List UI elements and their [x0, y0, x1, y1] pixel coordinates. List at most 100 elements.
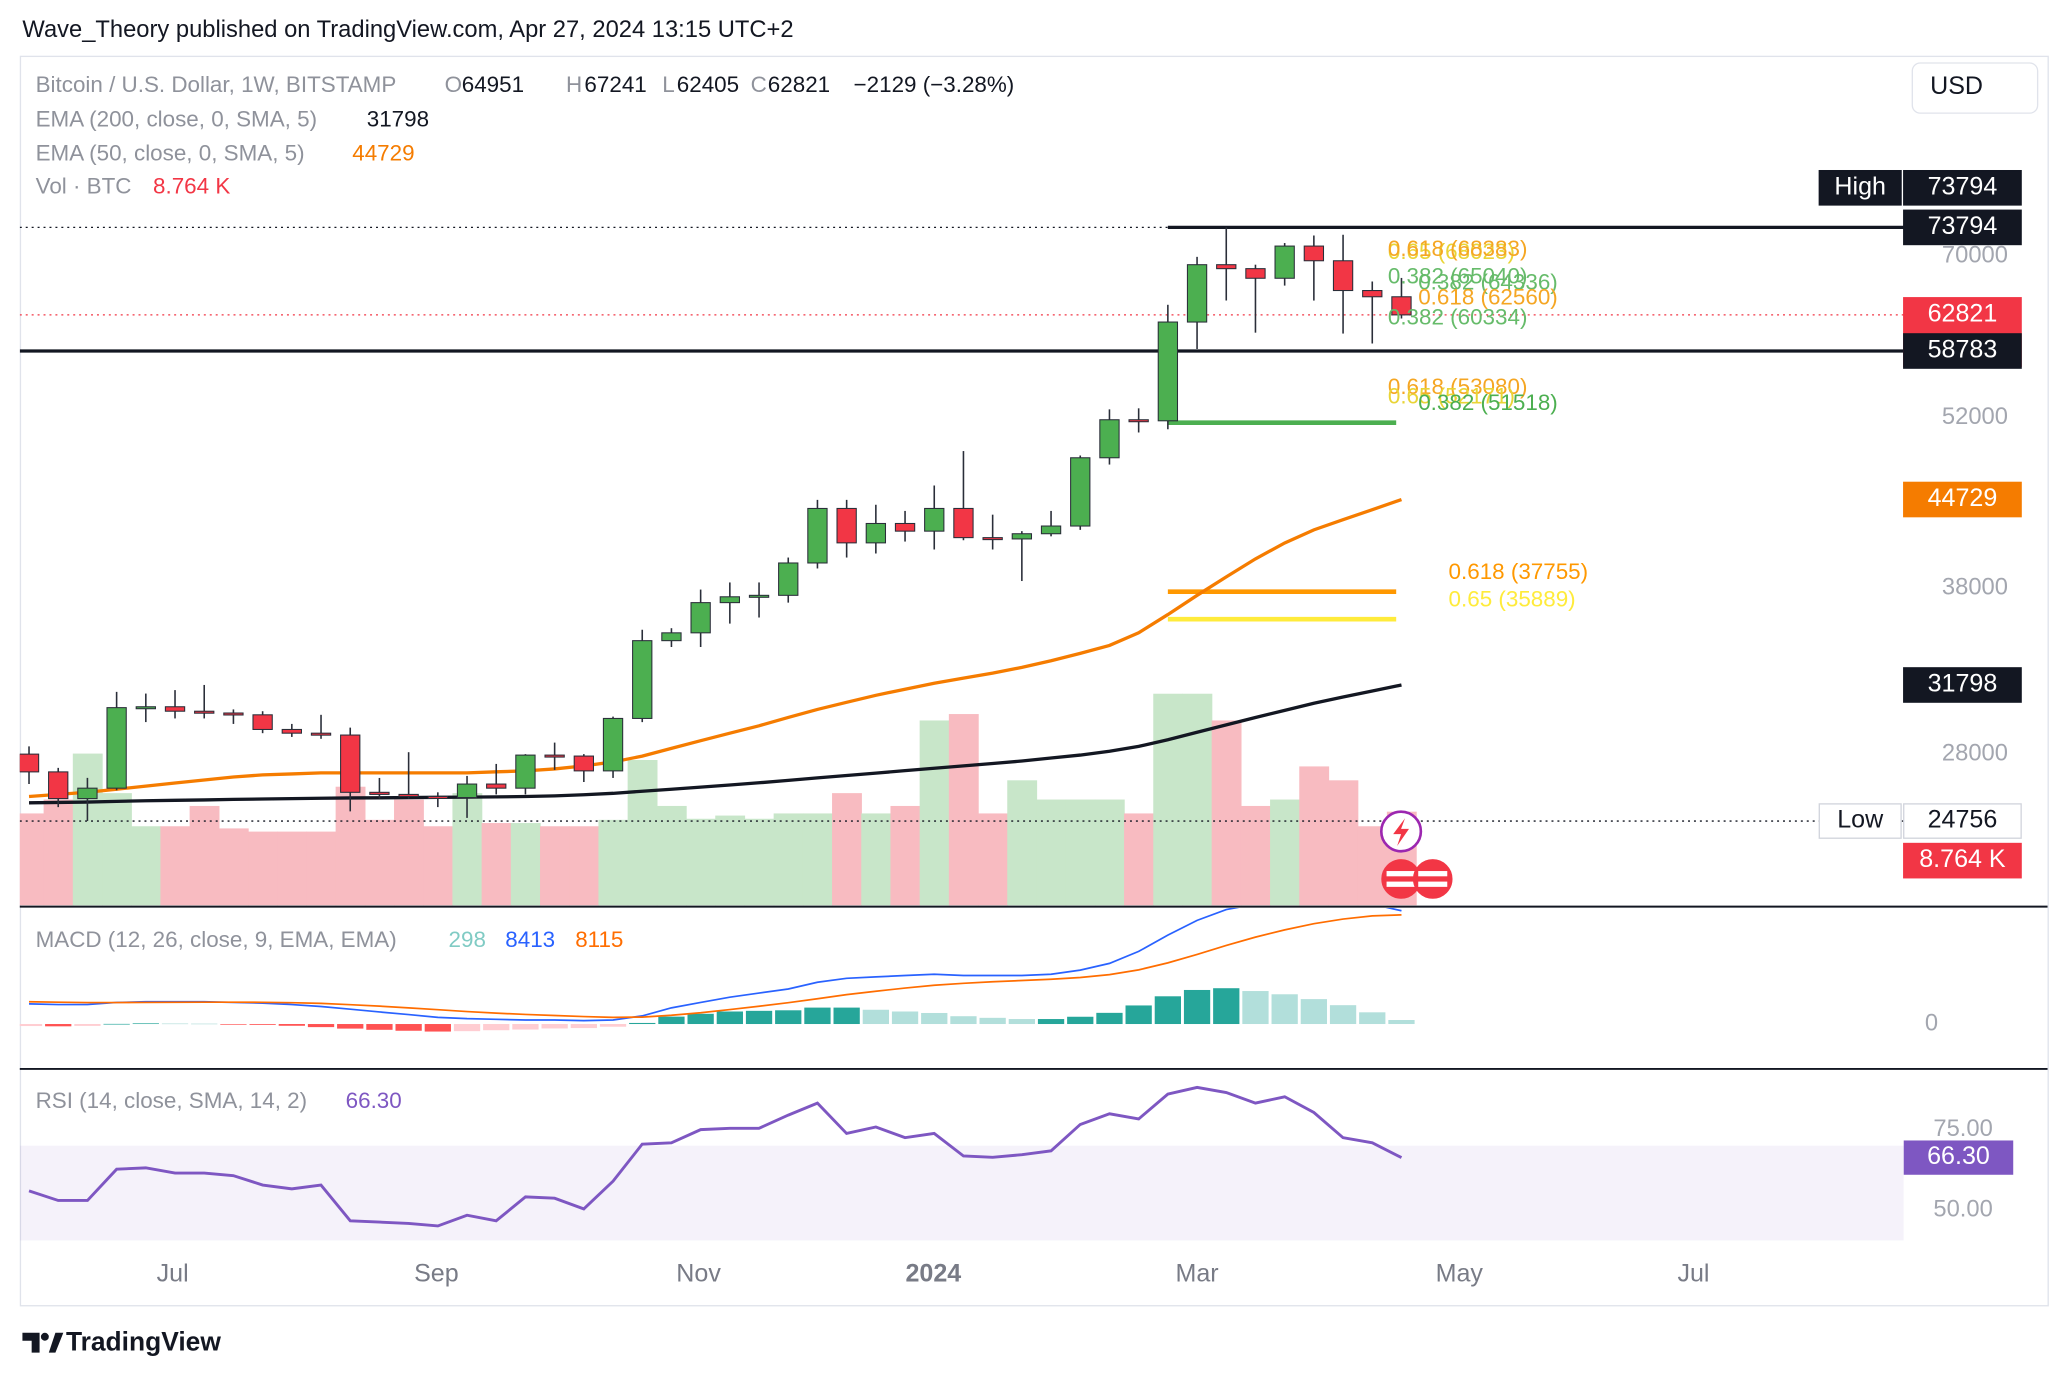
flag-icon[interactable] [1412, 859, 1453, 899]
ema-tag: 44729 [1928, 484, 1998, 512]
macd-histogram-bar [1154, 996, 1182, 1025]
macd-histogram-bar [1388, 1020, 1415, 1025]
candle-body [1040, 525, 1062, 535]
macd-histogram-bar [833, 1007, 860, 1025]
macd-histogram-bar [249, 1024, 276, 1025]
published-note: Wave_Theory published on TradingView.com… [22, 17, 793, 43]
legend-value: 8.764 K [153, 174, 230, 199]
high-level-tag-box [1903, 209, 2022, 246]
candle-body [632, 640, 653, 719]
macd-histogram-bar [804, 1007, 831, 1025]
fib-label: 0.65 (68023) [1388, 239, 1515, 264]
macd-histogram-bar [161, 1023, 189, 1025]
volume-bar [773, 813, 804, 906]
ema-line [29, 683, 1402, 805]
volume-bar [394, 799, 424, 906]
y-tick-label: 38000 [1942, 574, 2008, 600]
volume-bar [423, 826, 454, 906]
brand-logo [22, 1332, 40, 1353]
macd-histogram-bar [629, 1022, 656, 1025]
volume-bar [1153, 693, 1184, 906]
candle-body [778, 562, 799, 596]
x-tick-label: May [1436, 1259, 1484, 1287]
macd-histogram-bar [775, 1010, 802, 1025]
symbol-title: Bitcoin / U.S. Dollar, 1W, BITSTAMP [36, 72, 397, 97]
flag-stripe [1418, 881, 1448, 887]
brand-logo [48, 1332, 64, 1353]
rsi-tick-label: 75.00 [1933, 1116, 1992, 1142]
x-tick-label: 2024 [906, 1259, 962, 1287]
volume-bar [510, 823, 541, 906]
volume-bar [598, 819, 629, 906]
candle-body [1274, 245, 1295, 279]
volume-tag-box [1903, 842, 2022, 879]
macd-histogram-bar [1183, 989, 1211, 1025]
legend-entry: EMA (50, close, 0, SMA, 5) [36, 141, 305, 166]
candle-body [953, 507, 974, 539]
macd-histogram-bar [1096, 1012, 1123, 1025]
volume-bar [802, 813, 833, 906]
volume-bar [832, 793, 862, 906]
currency-button[interactable] [1911, 62, 2039, 114]
macd-histogram-bar [1213, 988, 1240, 1025]
candle-body [310, 732, 332, 736]
candle-body [1011, 533, 1033, 540]
macd-histogram-bar [1300, 999, 1328, 1025]
macd-histogram-bar [74, 1024, 101, 1026]
macd-histogram-bar [103, 1023, 130, 1025]
volume-bar [306, 831, 337, 906]
volume-bar [569, 826, 600, 906]
candle-body [1099, 419, 1120, 459]
frame [19, 55, 2049, 1307]
volume-bar [919, 720, 950, 906]
flag-stripe [1418, 871, 1448, 877]
candle-body [19, 753, 40, 773]
candle-body [252, 714, 273, 730]
volume-tag: 8.764 K [1919, 845, 2006, 873]
fib-label: 0.618 (53080) [1388, 374, 1528, 399]
x-tick-label: Jul [157, 1259, 189, 1287]
rsi-tick-label: 50.00 [1933, 1196, 1992, 1222]
volume-bar [686, 818, 716, 906]
candle-body [836, 507, 857, 544]
macd-histogram-bar [921, 1012, 948, 1025]
candle-body [135, 706, 156, 710]
volume-bar [43, 799, 74, 906]
ohlc-key: O [445, 72, 462, 97]
volume-bar [1036, 799, 1067, 906]
macd-histogram-bar [366, 1024, 393, 1030]
candle-body [661, 632, 682, 642]
volume-bar [627, 759, 658, 906]
high-level-tag: 73794 [1928, 212, 1998, 240]
volume-bar [1299, 766, 1330, 906]
tag-caption: Low [1837, 806, 1884, 834]
fib-label: 0.618 (68383) [1388, 236, 1528, 261]
macd-pane [19, 907, 1415, 1032]
volume-bar [19, 813, 45, 906]
legend-value: 31798 [367, 106, 429, 131]
volume-bar [1182, 693, 1213, 906]
fib-label: 0.382 (51518) [1418, 390, 1558, 415]
candle-body [807, 507, 828, 564]
signal-line [29, 913, 1402, 1019]
level-tag-box [1903, 333, 2022, 369]
candle-body [427, 795, 448, 800]
ohlc-value: 62405 [677, 72, 739, 97]
candle-body [1216, 264, 1237, 270]
high-tag-box [1903, 169, 2022, 206]
volume-bar [481, 823, 512, 906]
candle-body [719, 596, 741, 604]
volume-bar [948, 714, 979, 906]
volume-bar [160, 826, 191, 906]
x-tick-label: Mar [1175, 1259, 1218, 1287]
candle-body [894, 522, 916, 532]
macd-histogram-bar [979, 1017, 1006, 1025]
currency-label[interactable]: USD [1930, 72, 1983, 100]
volume-bar [1328, 780, 1359, 906]
low-tag-box [1903, 803, 2022, 839]
candle-body [982, 537, 1003, 541]
legend-entry: Vol · BTC [36, 174, 132, 199]
candle-body [398, 793, 419, 798]
macd-histogram-bar [483, 1024, 510, 1031]
